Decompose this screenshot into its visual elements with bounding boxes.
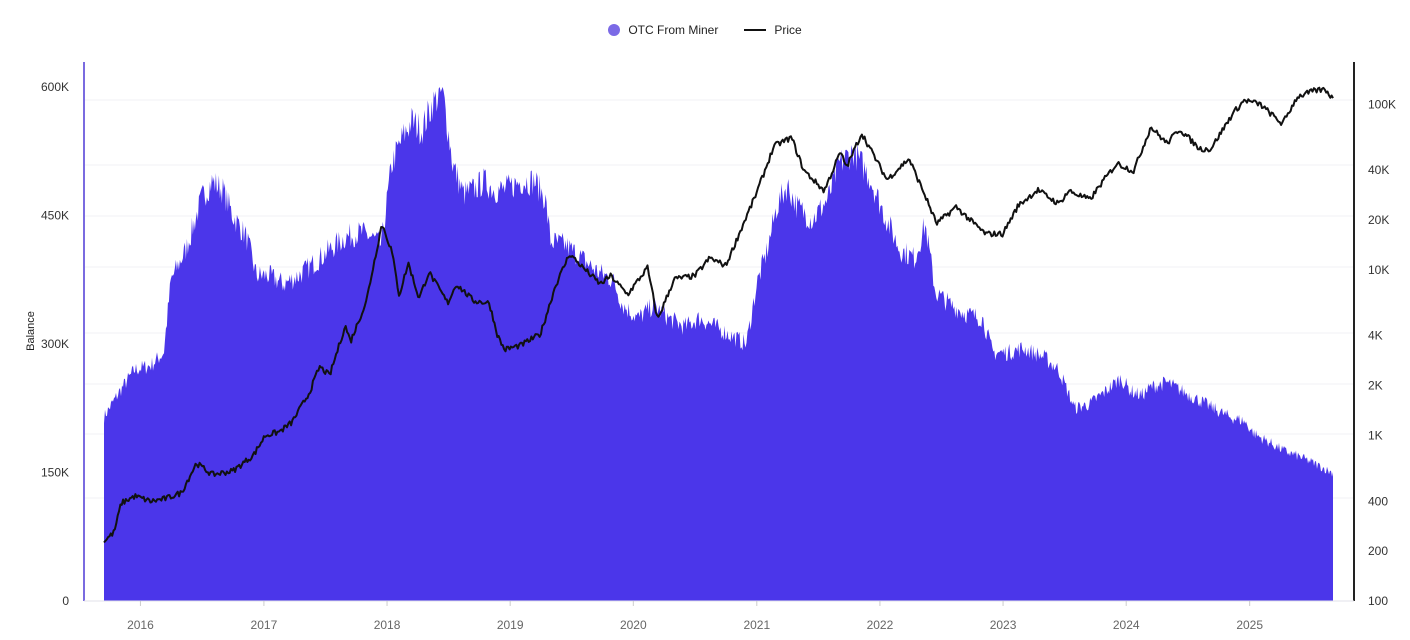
y-right-tick-label: 100 (1368, 594, 1388, 608)
y-left-tick-label: 300K (41, 337, 69, 351)
x-tick-label: 2021 (743, 618, 770, 632)
y-right-tick-label: 40K (1368, 163, 1389, 177)
y-left-tick-label: 600K (41, 80, 69, 94)
x-tick-label: 2016 (127, 618, 154, 632)
legend: OTC From Miner Price (0, 20, 1410, 40)
legend-marker-price-icon (744, 29, 767, 31)
x-tick-label: 2025 (1236, 618, 1263, 632)
y-left-tick-label: 0 (62, 594, 69, 608)
y-right-tick-label: 400 (1368, 494, 1388, 508)
y-right-tick-label: 10K (1368, 263, 1389, 277)
x-tick-label: 2022 (867, 618, 894, 632)
y-axis-title: Balance (25, 311, 37, 351)
x-tick-label: 2020 (620, 618, 647, 632)
legend-label-price: Price (774, 23, 802, 37)
legend-marker-otc-icon (608, 24, 621, 36)
y-right-tick-label: 20K (1368, 213, 1389, 227)
legend-item-price[interactable]: Price (744, 23, 802, 37)
series-line-price (103, 86, 1334, 544)
y-left-tick-label: 450K (41, 209, 69, 223)
legend-label-otc: OTC From Miner (628, 23, 719, 37)
x-tick-label: 2018 (374, 618, 401, 632)
x-tick-label: 2023 (990, 618, 1017, 632)
series-area-otc-from-miner (104, 87, 1333, 601)
y-right-tick-label: 2K (1368, 379, 1383, 393)
y-left-tick-label: 150K (41, 466, 69, 480)
x-tick-label: 2019 (497, 618, 524, 632)
x-tick-label: 2024 (1113, 618, 1140, 632)
y-right-tick-label: 4K (1368, 329, 1383, 343)
y-right-tick-label: 200 (1368, 544, 1388, 558)
x-tick-label: 2017 (251, 618, 278, 632)
legend-item-otc[interactable]: OTC From Miner (608, 23, 718, 37)
y-right-tick-label: 100K (1368, 97, 1396, 111)
y-right-tick-label: 1K (1368, 428, 1383, 442)
